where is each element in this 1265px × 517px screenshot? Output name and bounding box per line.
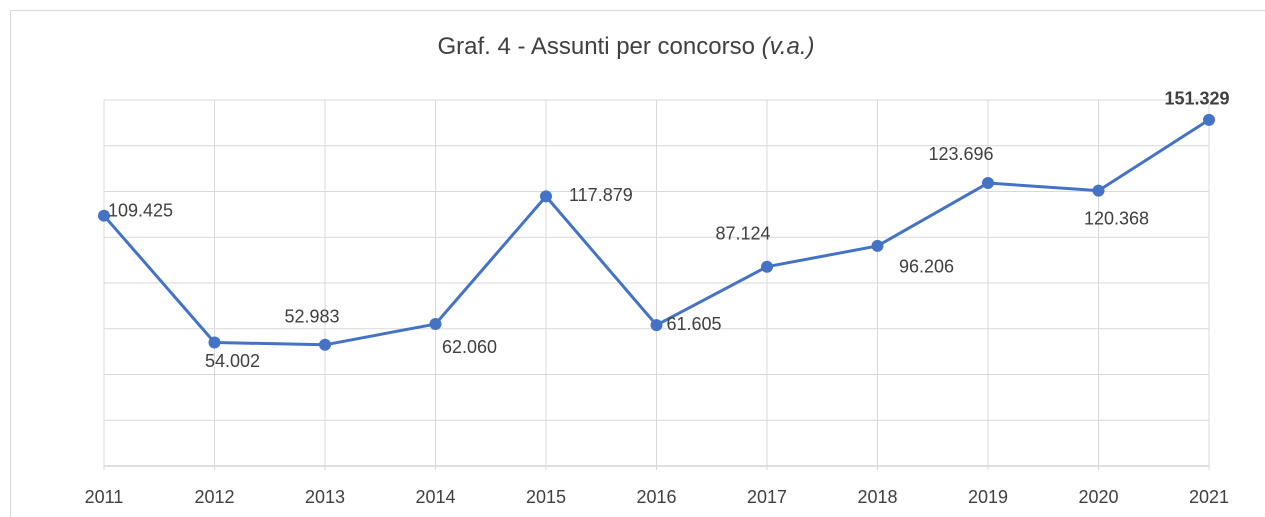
marker <box>650 319 663 332</box>
title-main: Graf. 4 - Assunti per concorso <box>437 33 754 60</box>
x-tick-label: 2019 <box>968 487 1008 507</box>
data-label: 109.425 <box>108 200 173 220</box>
x-tick-label: 2013 <box>305 487 345 507</box>
x-tick-label: 2018 <box>857 487 897 507</box>
data-label: 52.983 <box>284 307 339 327</box>
x-tick-label: 2012 <box>194 487 234 507</box>
x-tick-label: 2015 <box>526 487 566 507</box>
data-label: 61.605 <box>667 314 722 334</box>
chart-frame <box>10 10 1265 517</box>
marker <box>761 260 773 273</box>
data-label: 151.329 <box>1164 89 1229 109</box>
data-label: 117.879 <box>569 185 633 205</box>
marker <box>540 190 552 203</box>
marker <box>1092 184 1105 197</box>
chart-title: Graf. 4 - Assunti per concorso (v.a.) <box>437 33 814 60</box>
marker <box>429 318 442 331</box>
data-label: 96.206 <box>899 257 954 277</box>
marker <box>1203 113 1215 126</box>
marker <box>98 209 110 222</box>
x-tick-label: 2014 <box>415 487 455 507</box>
marker <box>319 338 331 351</box>
marker <box>871 239 884 252</box>
x-tick-label: 2020 <box>1078 487 1118 507</box>
data-label: 123.696 <box>928 144 993 164</box>
data-label: 120.368 <box>1084 208 1149 228</box>
x-tick-label: 2011 <box>85 487 124 507</box>
x-tick-label: 2016 <box>636 487 676 507</box>
data-label: 87.124 <box>715 223 770 243</box>
title-suffix: (v.a.) <box>762 33 815 60</box>
x-tick-label: 2017 <box>747 487 787 507</box>
marker <box>208 336 221 349</box>
data-label: 54.002 <box>205 351 260 371</box>
marker <box>982 177 994 190</box>
x-tick-label: 2021 <box>1189 487 1229 507</box>
data-label: 62.060 <box>442 337 497 357</box>
